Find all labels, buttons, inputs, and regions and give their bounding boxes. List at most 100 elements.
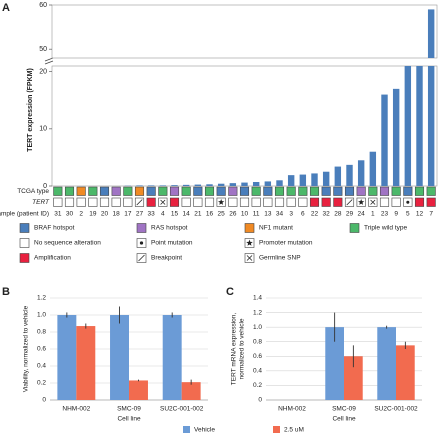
status-box: [228, 186, 238, 196]
status-box: [88, 186, 98, 196]
status-box: [333, 186, 343, 196]
symbol: [346, 199, 353, 206]
x-tick-label: 4: [161, 211, 165, 218]
status-box: [181, 197, 191, 207]
status-box: [169, 197, 180, 207]
bar: [217, 183, 225, 186]
x-axis-label: Sample (patient ID): [0, 211, 49, 218]
status-box: [99, 197, 110, 207]
x-tick-label: SMC-09: [332, 406, 356, 413]
bar: [377, 327, 396, 400]
y-tick-label: 0.2: [37, 380, 46, 387]
symbol: [370, 199, 376, 205]
status-box: [321, 186, 331, 196]
bar: [194, 184, 202, 186]
bar: [427, 9, 435, 58]
bar: [264, 181, 272, 186]
x-tick-label: NHM-002: [62, 406, 90, 413]
bar: [241, 182, 248, 186]
x-tick-label: 13: [264, 211, 272, 218]
bar: [276, 180, 283, 186]
bar: [427, 66, 435, 186]
track-label: TERT: [32, 199, 50, 206]
symbol: [139, 241, 144, 245]
x-tick-label: 17: [124, 211, 132, 218]
legend-label: Breakpoint: [151, 255, 182, 262]
y-tick-label: 0: [42, 397, 46, 404]
y-tick-label: 10: [39, 126, 47, 133]
bar: [369, 151, 377, 186]
y-axis-label: TERT mRNA expression,: [231, 313, 238, 386]
bar: [311, 173, 318, 186]
x-tick-label: 9: [394, 211, 398, 218]
status-box: [64, 186, 75, 196]
status-box: [134, 186, 145, 196]
bar: [147, 185, 155, 186]
status-box: [426, 197, 436, 207]
x-tick-label: 26: [229, 211, 237, 218]
status-box: [228, 197, 238, 207]
status-box: [193, 197, 203, 207]
status-box: [19, 253, 30, 263]
status-box: [309, 197, 320, 207]
y-tick-label: 0.6: [37, 346, 46, 353]
x-tick-label: 30: [66, 211, 74, 218]
status-box: [349, 223, 360, 233]
x-tick-label: 21: [194, 211, 202, 218]
y-tick-label: 20: [39, 69, 47, 76]
status-box: [76, 197, 86, 207]
y-axis-label: TERT expression (FPKM): [27, 68, 34, 152]
x-tick-label: 22: [311, 211, 319, 218]
status-box: [53, 197, 63, 207]
status-box: [111, 197, 121, 207]
status-box: [158, 186, 168, 196]
legend-label: Amplification: [34, 255, 71, 262]
y-axis-label: normalized to vehicle: [239, 318, 246, 379]
x-tick-label: 23: [381, 211, 389, 218]
status-box: [169, 186, 180, 196]
status-box: [239, 186, 250, 196]
status-box: [99, 186, 110, 196]
legend-label: Germline SNP: [259, 255, 301, 262]
bar: [57, 315, 77, 400]
status-box: [274, 197, 285, 207]
x-tick-label: 6: [301, 211, 305, 218]
x-axis-label: Cell line: [117, 416, 141, 423]
status-box: [146, 186, 156, 196]
legend-label: Vehicle: [194, 427, 215, 434]
symbol: [358, 199, 365, 205]
bar: [206, 184, 213, 186]
bar: [392, 88, 400, 186]
x-axis-label: Cell line: [332, 416, 356, 423]
x-tick-label: 34: [276, 211, 284, 218]
status-box: [239, 197, 250, 207]
legend-label: No sequence alteration: [34, 240, 101, 247]
x-tick-label: 31: [54, 211, 62, 218]
bar: [322, 171, 330, 186]
y-tick-label: 1.0: [37, 312, 46, 319]
plot-frame: [51, 65, 438, 187]
legend-swatch: [273, 426, 280, 433]
status-box: [309, 186, 320, 196]
status-box: [356, 186, 366, 196]
x-tick-label: 18: [113, 211, 121, 218]
status-box: [88, 197, 98, 207]
panel-label: C: [226, 286, 234, 298]
status-box: [403, 186, 413, 196]
x-tick-label: 1: [371, 211, 375, 218]
y-tick-label: 0: [258, 397, 262, 404]
bar: [357, 160, 365, 186]
bar: [404, 66, 412, 186]
x-tick-label: 24: [358, 211, 366, 218]
status-box: [263, 186, 273, 196]
status-box: [379, 197, 390, 207]
x-tick-label: 19: [89, 211, 97, 218]
x-tick-label: SU2C-001-002: [374, 406, 418, 413]
status-box: [123, 197, 133, 207]
bar: [129, 380, 148, 400]
x-tick-label: 16: [206, 211, 214, 218]
status-box: [251, 197, 261, 207]
x-tick-label: 7: [429, 211, 433, 218]
symbol: [136, 199, 143, 206]
